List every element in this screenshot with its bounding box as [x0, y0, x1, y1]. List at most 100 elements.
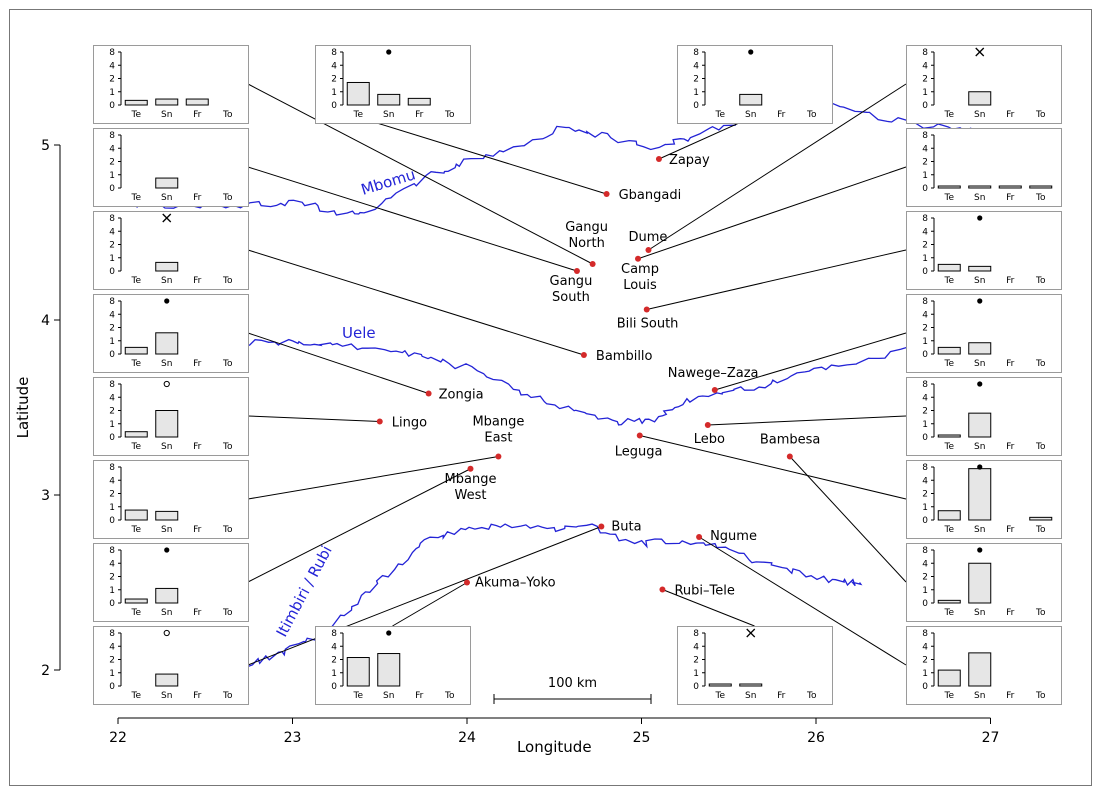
inset-y-tick-label: 4 [922, 310, 928, 320]
site-label-lebo: Lebo [694, 432, 725, 447]
leader-lebo [707, 415, 907, 426]
inset-camp-louis: 0 1 2 4 8 Te Sn Fr To [906, 128, 1062, 207]
inset-y-tick-label: 8 [922, 629, 928, 639]
inset-category-label: Fr [1006, 359, 1015, 369]
inset-category-label: Sn [974, 276, 985, 286]
inset-marker-dot [977, 381, 983, 387]
inset-y-tick-label: 0 [922, 101, 928, 111]
x-tick-label: 27 [982, 730, 1000, 746]
site-label-rubi-tele: Rubi–Tele [674, 584, 734, 599]
inset-y-tick-label: 4 [331, 61, 337, 71]
inset-y-tick-label: 0 [331, 101, 337, 111]
inset-y-tick-label: 0 [331, 682, 337, 692]
leader-mbange-east [247, 456, 499, 500]
inset-category-label: Fr [193, 359, 202, 369]
inset-y-tick-label: 4 [331, 642, 337, 652]
inset-category-label: Te [714, 110, 725, 120]
inset-y-tick-label: 4 [922, 61, 928, 71]
inset-y-tick-label: 1 [922, 171, 928, 181]
inset-y-tick-label: 0 [693, 682, 699, 692]
inset-category-label: To [1035, 608, 1046, 618]
inset-y-tick-label: 4 [109, 476, 115, 486]
inset-dume: 0 1 2 4 8 Te Sn Fr To [906, 45, 1062, 124]
inset-frame [93, 211, 249, 290]
inset-y-tick-label: 0 [109, 516, 115, 526]
inset-marker-dot [748, 49, 754, 55]
inset-y-tick-label: 2 [109, 490, 115, 500]
inset-y-tick-label: 4 [109, 144, 115, 154]
inset-y-tick-label: 2 [109, 75, 115, 85]
inset-category-label: Sn [161, 691, 172, 701]
inset-y-tick-label: 1 [331, 88, 337, 98]
site-point-gbangadi [603, 191, 610, 197]
inset-category-label: Sn [161, 608, 172, 618]
inset-category-label: Sn [974, 110, 985, 120]
site-point-mbange-east [495, 453, 502, 460]
river-label-itimbiri-rubi: Itimbiri / Rubi [273, 543, 336, 640]
inset-y-tick-label: 1 [109, 337, 115, 347]
y-tick-label: 2 [41, 663, 50, 679]
river-uele [115, 328, 988, 426]
site-label-gbangadi: Gbangadi [619, 188, 682, 203]
inset-bar-te [937, 510, 961, 521]
inset-category-label: To [806, 110, 817, 120]
inset-category-label: To [806, 691, 817, 701]
site-point-bambillo [580, 352, 587, 358]
site-label-camp-louis: Louis [623, 278, 657, 293]
figure-border [9, 9, 1092, 786]
inset-category-label: To [222, 276, 233, 286]
site-point-dume [645, 247, 652, 253]
site-label-ngume: Ngume [710, 529, 757, 544]
inset-y-tick-label: 0 [922, 516, 928, 526]
site-label-gangu-north: North [568, 236, 604, 251]
inset-y-tick-label: 0 [109, 599, 115, 609]
inset-bar-to [1029, 516, 1053, 521]
inset-y-tick-label: 1 [693, 88, 699, 98]
site-point-lebo [704, 422, 711, 428]
sites-layer: ZapayGbangadiGanguNorthGanguSouthDumeCam… [376, 153, 820, 599]
inset-y-tick-label: 1 [922, 88, 928, 98]
y-tick-label: 3 [41, 488, 50, 504]
inset-y-tick-label: 2 [922, 158, 928, 168]
inset-y-tick-label: 0 [693, 101, 699, 111]
inset-category-label: Te [943, 359, 954, 369]
inset-category-label: Fr [1006, 110, 1015, 120]
inset-category-label: Fr [193, 193, 202, 203]
inset-mbange-west: 0 1 2 4 8 Te Sn Fr To [93, 543, 249, 622]
site-label-nawege-zaza: Nawege–Zaza [668, 366, 759, 381]
inset-y-tick-label: 4 [109, 227, 115, 237]
inset-category-label: Sn [974, 608, 985, 618]
inset-leguga: 0 1 2 4 8 Te Sn Fr To [906, 460, 1062, 539]
inset-nawege-zaza: 0 1 2 4 8 Te Sn Fr To [906, 294, 1062, 373]
inset-category-label: Sn [161, 110, 172, 120]
inset-y-tick-label: 0 [109, 433, 115, 443]
inset-bar-sn [968, 265, 992, 272]
inset-y-tick-label: 2 [331, 656, 337, 666]
inset-mbange-east: 0 1 2 4 8 Te Sn Fr To [93, 460, 249, 539]
inset-y-tick-label: 2 [109, 407, 115, 417]
inset-bar-te [937, 599, 961, 604]
site-point-bambesa [786, 453, 793, 460]
inset-gbangadi: 0 1 2 4 8 Te Sn Fr To [315, 45, 471, 124]
inset-marker-dot [977, 547, 983, 553]
inset-category-label: Sn [161, 276, 172, 286]
inset-category-label: Te [943, 608, 954, 618]
inset-gangu-north: 0 1 2 4 8 Te Sn Fr To [93, 45, 249, 124]
inset-ngume: 0 1 2 4 8 Te Sn Fr To [906, 626, 1062, 705]
inset-y-tick-label: 1 [922, 503, 928, 513]
inset-bar-te [124, 509, 148, 521]
inset-y-tick-label: 2 [109, 573, 115, 583]
leader-gangu-south [247, 166, 578, 272]
inset-category-label: To [1035, 442, 1046, 452]
site-label-gangu-south: South [552, 290, 590, 305]
inset-marker-dot [386, 630, 392, 636]
inset-y-tick-label: 2 [922, 407, 928, 417]
inset-category-label: Sn [745, 691, 756, 701]
leader-mbange-west [247, 468, 471, 583]
river-label-mbomu: Mbomu [359, 165, 418, 199]
inset-y-tick-label: 8 [109, 629, 115, 639]
inset-bar-sn [155, 261, 179, 272]
site-label-leguga: Leguga [615, 445, 663, 460]
x-tick-label: 23 [284, 730, 302, 746]
inset-category-label: Fr [415, 110, 424, 120]
